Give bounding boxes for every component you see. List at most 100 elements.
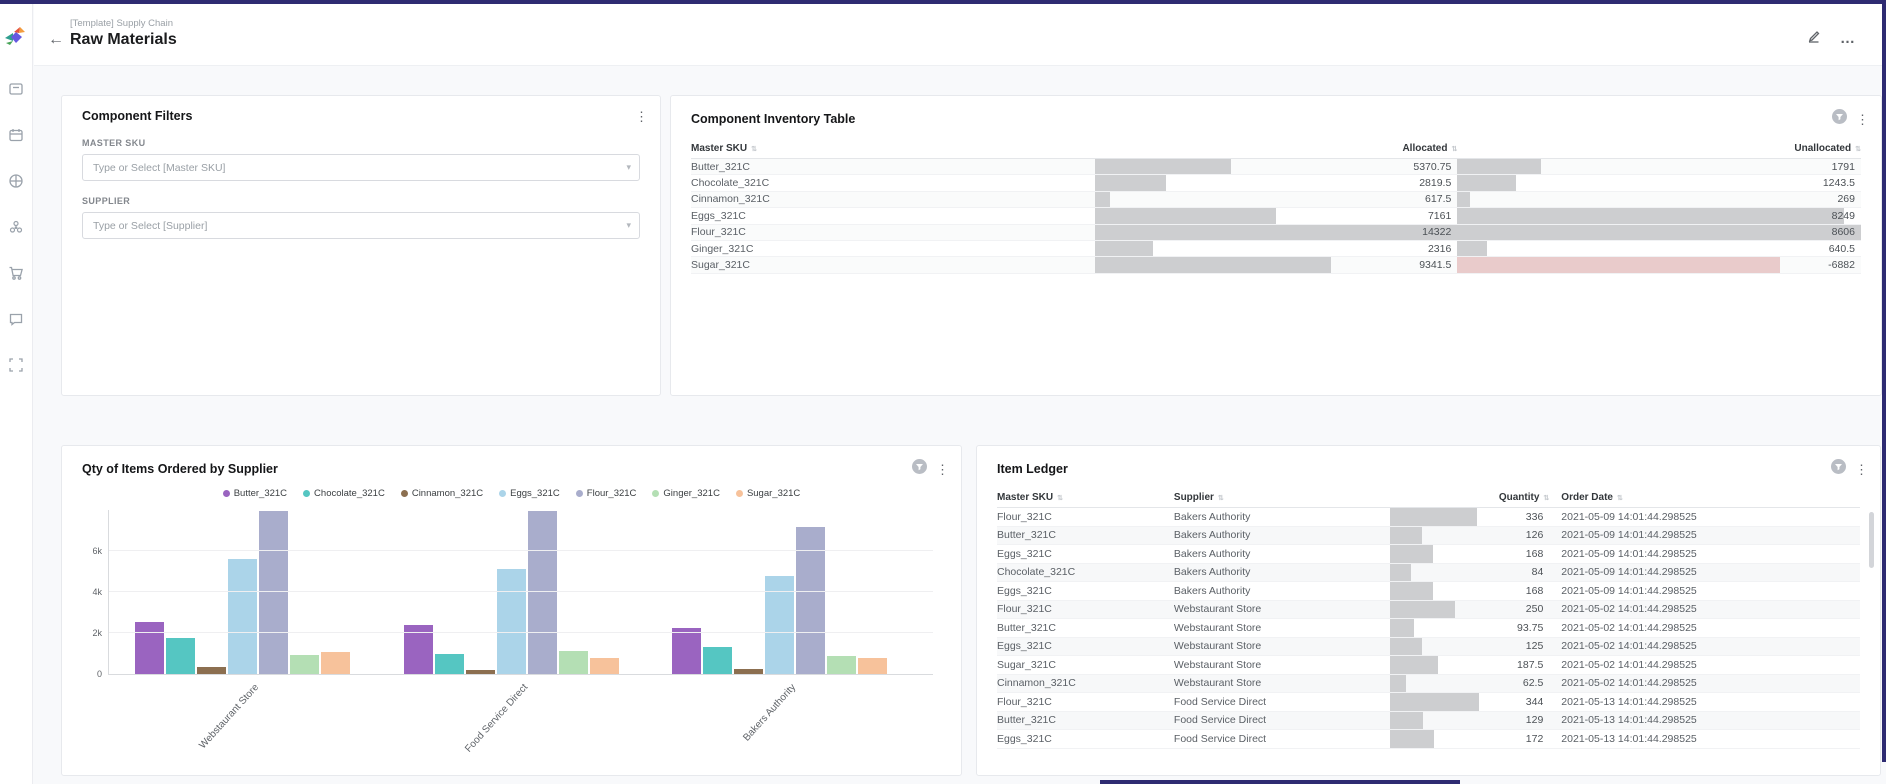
table-row[interactable]: Butter_321C Webstaurant Store 93.75 2021-05… (997, 619, 1860, 638)
table-row[interactable]: Sugar_321C Webstaurant Store 187.5 2021-05-… (997, 656, 1860, 675)
column-header-master-sku[interactable]: Master SKU ⇅ (691, 143, 758, 154)
table-row[interactable]: Flour_321C Webstaurant Store 250 2021-05-02… (997, 600, 1860, 619)
legend-item[interactable]: Chocolate_321C (303, 488, 385, 499)
legend-item[interactable]: Cinnamon_321C (400, 488, 483, 499)
bar-Eggs_321C[interactable] (228, 559, 257, 674)
column-header-supplier[interactable]: Supplier ⇅ (1173, 492, 1224, 503)
bar-Chocolate_321C[interactable] (434, 653, 464, 674)
panel-menu-icon[interactable]: ⋮ (936, 461, 949, 477)
calendar-icon[interactable] (8, 127, 24, 143)
archive-box-icon[interactable] (8, 81, 24, 97)
table-row[interactable]: Sugar_321C 9341.5 -6882 (691, 257, 1861, 274)
table-row[interactable]: Butter_321C Bakers Authority 126 2021-05-09… (997, 526, 1860, 545)
more-options-icon[interactable]: … (1840, 30, 1856, 47)
filter-badge-icon[interactable] (912, 459, 927, 479)
sort-icon[interactable]: ⇅ (1217, 495, 1224, 502)
cart-icon[interactable] (8, 265, 24, 281)
column-header-order-date[interactable]: Order Date ⇅ (1561, 492, 1623, 503)
table-row[interactable]: Flour_321C Bakers Authority 336 2021-05-09 … (997, 508, 1860, 527)
panel-menu-icon[interactable]: ⋮ (635, 108, 648, 124)
legend-item[interactable]: Sugar_321C (735, 488, 800, 499)
sort-icon[interactable]: ⇅ (1057, 495, 1064, 502)
globe-icon[interactable] (8, 173, 24, 189)
edit-icon[interactable] (1805, 28, 1822, 50)
table-row[interactable]: Eggs_321C 7161 8249 (691, 208, 1861, 225)
data-bar (1389, 600, 1455, 618)
sort-icon[interactable]: ⇅ (1451, 146, 1458, 153)
supplier-select[interactable]: ▾ (82, 212, 640, 239)
data-bar (1389, 674, 1406, 692)
cell-supplier: Webstaurant Store (1173, 603, 1262, 616)
column-header-allocated[interactable]: Allocated ⇅ (1402, 143, 1458, 154)
bar-Ginger_321C[interactable] (827, 656, 856, 674)
bar-Flour_321C[interactable] (259, 511, 288, 674)
sort-icon[interactable]: ⇅ (1855, 146, 1861, 153)
column-header-quantity[interactable]: Quantity ⇅ (1498, 492, 1550, 503)
cell-supplier: Webstaurant Store (1173, 640, 1262, 653)
bar-Sugar_321C[interactable] (321, 651, 350, 674)
bar-Eggs_321C[interactable] (765, 575, 794, 674)
cell-quantity: 84 (1389, 563, 1550, 581)
table-row[interactable]: Flour_321C 14322 8606 (691, 224, 1861, 241)
sort-icon[interactable]: ⇅ (1543, 495, 1550, 502)
bar-Flour_321C[interactable] (796, 527, 825, 674)
cell-master-sku: Eggs_321C (997, 547, 1052, 560)
master-sku-input[interactable] (82, 154, 640, 181)
legend-item[interactable]: Flour_321C (575, 488, 636, 499)
sort-icon[interactable]: ⇅ (751, 146, 758, 153)
table-row[interactable]: Flour_321C Food Service Direct 344 2021-05-… (997, 693, 1860, 712)
cell-value: 14322 (1422, 226, 1452, 239)
table-row[interactable]: Eggs_321C Bakers Authority 168 2021-05-09 1… (997, 545, 1860, 564)
master-sku-select[interactable]: ▾ (82, 154, 640, 181)
table-row[interactable]: Butter_321C Food Service Direct 129 2021-05… (997, 711, 1860, 730)
table-row[interactable]: Eggs_321C Food Service Direct 172 2021-05-1… (997, 730, 1860, 749)
bar-Butter_321C[interactable] (672, 627, 701, 674)
bar-Butter_321C[interactable] (135, 621, 164, 674)
comment-icon[interactable] (8, 311, 24, 327)
table-row[interactable]: Eggs_321C Webstaurant Store 125 2021-05-02 … (997, 637, 1860, 656)
window-frame-bottom (1100, 780, 1460, 784)
cell-order-date: 2021-05-02 14:01:44.298525 (1561, 677, 1697, 690)
bar-Flour_321C[interactable] (527, 511, 557, 674)
legend-item[interactable]: Ginger_321C (652, 488, 720, 499)
cell-order-date: 2021-05-09 14:01:44.298525 (1561, 510, 1697, 523)
cell-unallocated: 1243.5 (1457, 175, 1861, 191)
sort-icon[interactable]: ⇅ (1616, 495, 1623, 502)
cluster-icon[interactable] (8, 219, 24, 235)
back-button[interactable]: ← (48, 31, 64, 48)
bar-Cinnamon_321C[interactable] (197, 667, 226, 674)
table-row[interactable]: Ginger_321C 2316 640.5 (691, 240, 1861, 258)
bar-Butter_321C[interactable] (403, 624, 433, 674)
panel-menu-icon[interactable]: ⋮ (1855, 461, 1868, 477)
bar-Sugar_321C[interactable] (858, 658, 887, 674)
table-row[interactable]: Chocolate_321C Bakers Authority 84 2021-05-… (997, 563, 1860, 582)
scrollbar-thumb[interactable] (1869, 512, 1874, 568)
cell-order-date: 2021-05-13 14:01:44.298525 (1561, 714, 1697, 727)
bar-Ginger_321C[interactable] (290, 654, 319, 674)
y-axis-tick-label: 2k (92, 628, 102, 638)
bar-Sugar_321C[interactable] (589, 658, 619, 674)
table-row[interactable]: Butter_321C 5370.75 1791 (691, 159, 1861, 176)
cell-value: 62.5 (1522, 677, 1544, 690)
legend-item[interactable]: Eggs_321C (499, 488, 560, 499)
table-row[interactable]: Cinnamon_321C 617.5 269 (691, 191, 1861, 209)
bar-Chocolate_321C[interactable] (703, 647, 732, 674)
table-row[interactable]: Chocolate_321C 2819.5 1243.5 (691, 175, 1861, 192)
bar-Cinnamon_321C[interactable] (465, 669, 495, 674)
cell-master-sku: Eggs_321C (691, 209, 746, 222)
supplier-input[interactable] (82, 212, 640, 239)
expand-icon[interactable] (8, 357, 24, 373)
bar-Chocolate_321C[interactable] (166, 638, 195, 674)
panel-menu-icon[interactable]: ⋮ (1856, 111, 1869, 127)
bar-Cinnamon_321C[interactable] (734, 669, 763, 674)
column-header-unallocated[interactable]: Unallocated ⇅ (1794, 143, 1861, 154)
table-row[interactable]: Eggs_321C Bakers Authority 168 2021-05-09 1… (997, 582, 1860, 601)
legend-item[interactable]: Butter_321C (222, 488, 287, 499)
app-logo[interactable] (4, 24, 28, 53)
table-row[interactable]: Cinnamon_321C Webstaurant Store 62.5 2021-0… (997, 674, 1860, 693)
bar-Ginger_321C[interactable] (558, 651, 588, 674)
filter-badge-icon[interactable] (1831, 459, 1846, 479)
column-header-master-sku[interactable]: Master SKU ⇅ (997, 492, 1064, 503)
filter-badge-icon[interactable] (1832, 109, 1847, 129)
bar-Eggs_321C[interactable] (496, 569, 526, 674)
